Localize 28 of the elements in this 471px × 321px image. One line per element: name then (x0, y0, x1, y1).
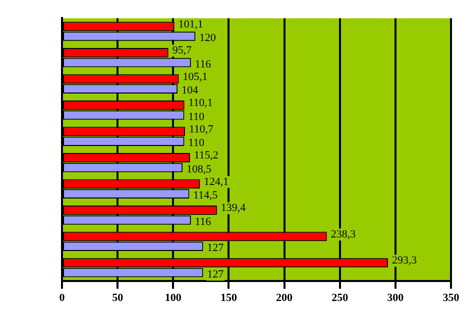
data-label: 104 (182, 84, 199, 97)
data-label: 116 (194, 58, 212, 70)
x-tick-label: 0 (59, 292, 66, 304)
x-tick-label: 250 (332, 292, 349, 304)
x-tick-label: 50 (112, 292, 124, 304)
x-tick-label: 200 (276, 292, 294, 304)
data-label: 101,1 (178, 18, 204, 30)
data-label: 127 (207, 242, 224, 254)
x-tick-label: 350 (442, 292, 460, 304)
data-label: 139,4 (220, 202, 246, 214)
data-label: 110,7 (189, 123, 214, 136)
data-label: 114,5 (193, 190, 218, 202)
data-label: 95,7 (172, 44, 192, 57)
data-label: 110,1 (188, 97, 213, 110)
data-label: 110 (188, 137, 205, 150)
data-label: 120 (199, 32, 216, 44)
data-label: 108,5 (186, 163, 212, 176)
data-label: 238,3 (330, 228, 356, 240)
x-tick-label: 150 (220, 292, 238, 304)
data-label: 116 (194, 216, 212, 228)
data-label: 110 (188, 110, 205, 123)
x-tick-label: 100 (164, 292, 182, 304)
x-tick-label: 300 (387, 292, 404, 304)
data-label: 124,1 (204, 176, 229, 188)
data-label: 127 (207, 268, 224, 280)
data-label: 293,3 (392, 254, 418, 267)
data-label: 105,1 (182, 70, 208, 83)
data-label: 115,2 (194, 150, 218, 162)
